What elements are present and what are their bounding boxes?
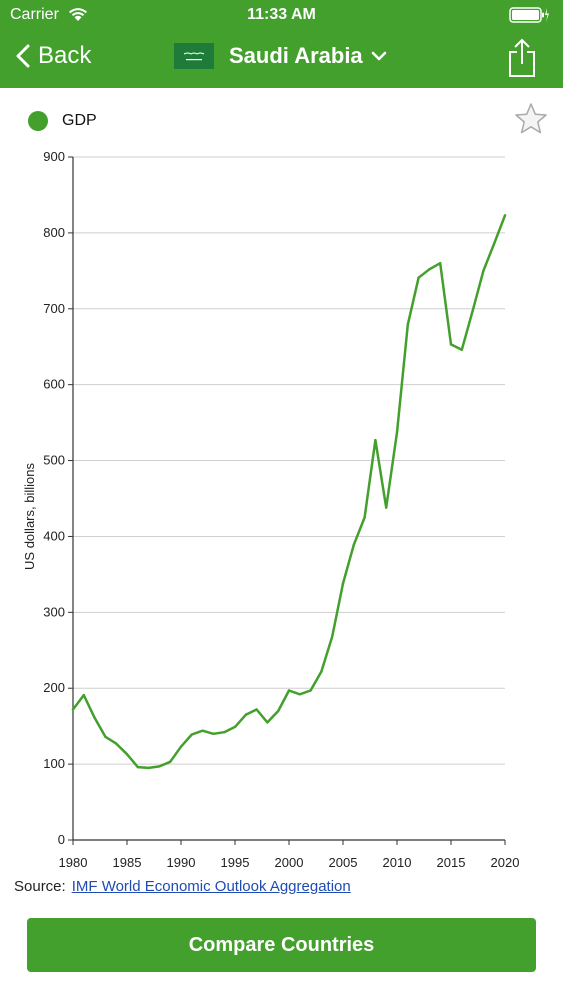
wifi-icon [68,7,88,27]
back-button[interactable]: Back [16,42,91,70]
gdp-data-point [179,745,183,748]
gdp-data-point [449,343,453,346]
chevron-left-icon [16,44,30,68]
gdp-data-point [320,670,323,673]
y-tick-label: 600 [43,377,65,392]
gdp-data-point [115,742,118,745]
x-tick-label: 2005 [329,855,358,870]
y-tick-label: 500 [43,453,65,468]
gdp-data-point [417,276,420,279]
source-label: Source: [14,878,66,895]
chart-legend: GDP [28,111,97,131]
country-selector[interactable]: Saudi Arabia [174,43,387,69]
gdp-data-point [277,709,280,713]
y-tick-label: 800 [43,225,65,240]
carrier-label: Carrier [10,6,59,23]
gdp-data-point [266,721,269,724]
saudi-flag-icon [174,43,214,69]
gdp-data-point [341,582,345,585]
x-tick-label: 1980 [59,855,88,870]
gdp-data-point [169,760,172,764]
legend-marker [28,111,48,131]
y-tick-label: 900 [43,149,65,164]
x-tick-label: 2020 [491,855,520,870]
gdp-series-line [71,214,507,770]
chevron-down-icon [371,51,386,61]
x-tick-label: 1985 [113,855,142,870]
gdp-data-point [471,309,474,313]
gdp-data-point [201,729,204,732]
gdp-data-point [147,766,150,770]
y-tick-label: 0 [58,832,65,847]
y-tick-label: 700 [43,301,65,316]
gdp-data-point [82,693,86,697]
battery-icon [509,7,549,28]
gdp-data-point [406,323,409,326]
nav-bar: Back Saudi Arabia [0,30,563,88]
y-tick-label: 200 [43,680,65,695]
y-axis-label: US dollars, billions [22,463,37,570]
share-icon [509,38,535,77]
compare-button-label: Compare Countries [188,933,375,956]
gdp-data-point [298,693,301,696]
status-bar: Carrier 11:33 AM [0,0,563,30]
x-tick-label: 1990 [167,855,196,870]
gdp-data-point [309,689,312,692]
clock: 11:33 AM [247,6,316,23]
gdp-data-point [212,732,215,735]
gdp-data-point [71,708,75,711]
gdp-chart: 0 100 200 300 400 500 600 700 800 900 1980 1985 1990… [22,149,520,870]
gdp-data-point [374,438,377,442]
x-tick-label: 1995 [221,855,250,870]
gdp-data-point [244,713,247,716]
compare-countries-button[interactable]: Compare Countries [27,918,536,972]
y-tick-label: 300 [43,604,65,619]
gdp-data-point [93,716,96,720]
gdp-data-point [255,708,258,711]
gdp-data-point [460,348,463,351]
x-tick-label: 2010 [383,855,412,870]
y-tick-label: 100 [43,756,65,771]
country-name: Saudi Arabia [229,43,363,68]
share-button[interactable] [507,38,537,83]
gdp-data-point [104,735,107,738]
gdp-data-point [493,242,496,245]
x-tick-label: 2000 [275,855,304,870]
gdp-data-point [503,214,507,217]
gdp-data-point [136,765,139,769]
source-line: Source: IMF World Economic Outlook Aggreg… [14,878,351,895]
gdp-data-point [287,689,291,692]
gdp-data-point [363,516,366,519]
gdp-data-point [352,543,355,546]
legend-label: GDP [62,112,97,129]
back-label: Back [38,42,92,69]
star-icon [515,103,547,134]
gdp-data-point [395,431,399,434]
gdp-data-point [125,753,129,756]
source-link[interactable]: IMF World Economic Outlook Aggregation [71,878,351,895]
gdp-data-point [223,731,226,734]
top-bar: Carrier 11:33 AM Back [0,0,563,88]
gdp-data-point [439,262,442,265]
gdp-data-point [190,733,193,736]
x-tick-label: 2015 [437,855,466,870]
gdp-data-point [385,506,388,509]
gdp-data-point [428,268,431,271]
gdp-data-point [331,635,334,638]
gdp-data-point [482,269,485,273]
favorite-button[interactable] [513,101,549,142]
gdp-data-point [233,725,237,729]
y-tick-label: 400 [43,528,65,543]
gdp-data-point [158,765,161,768]
